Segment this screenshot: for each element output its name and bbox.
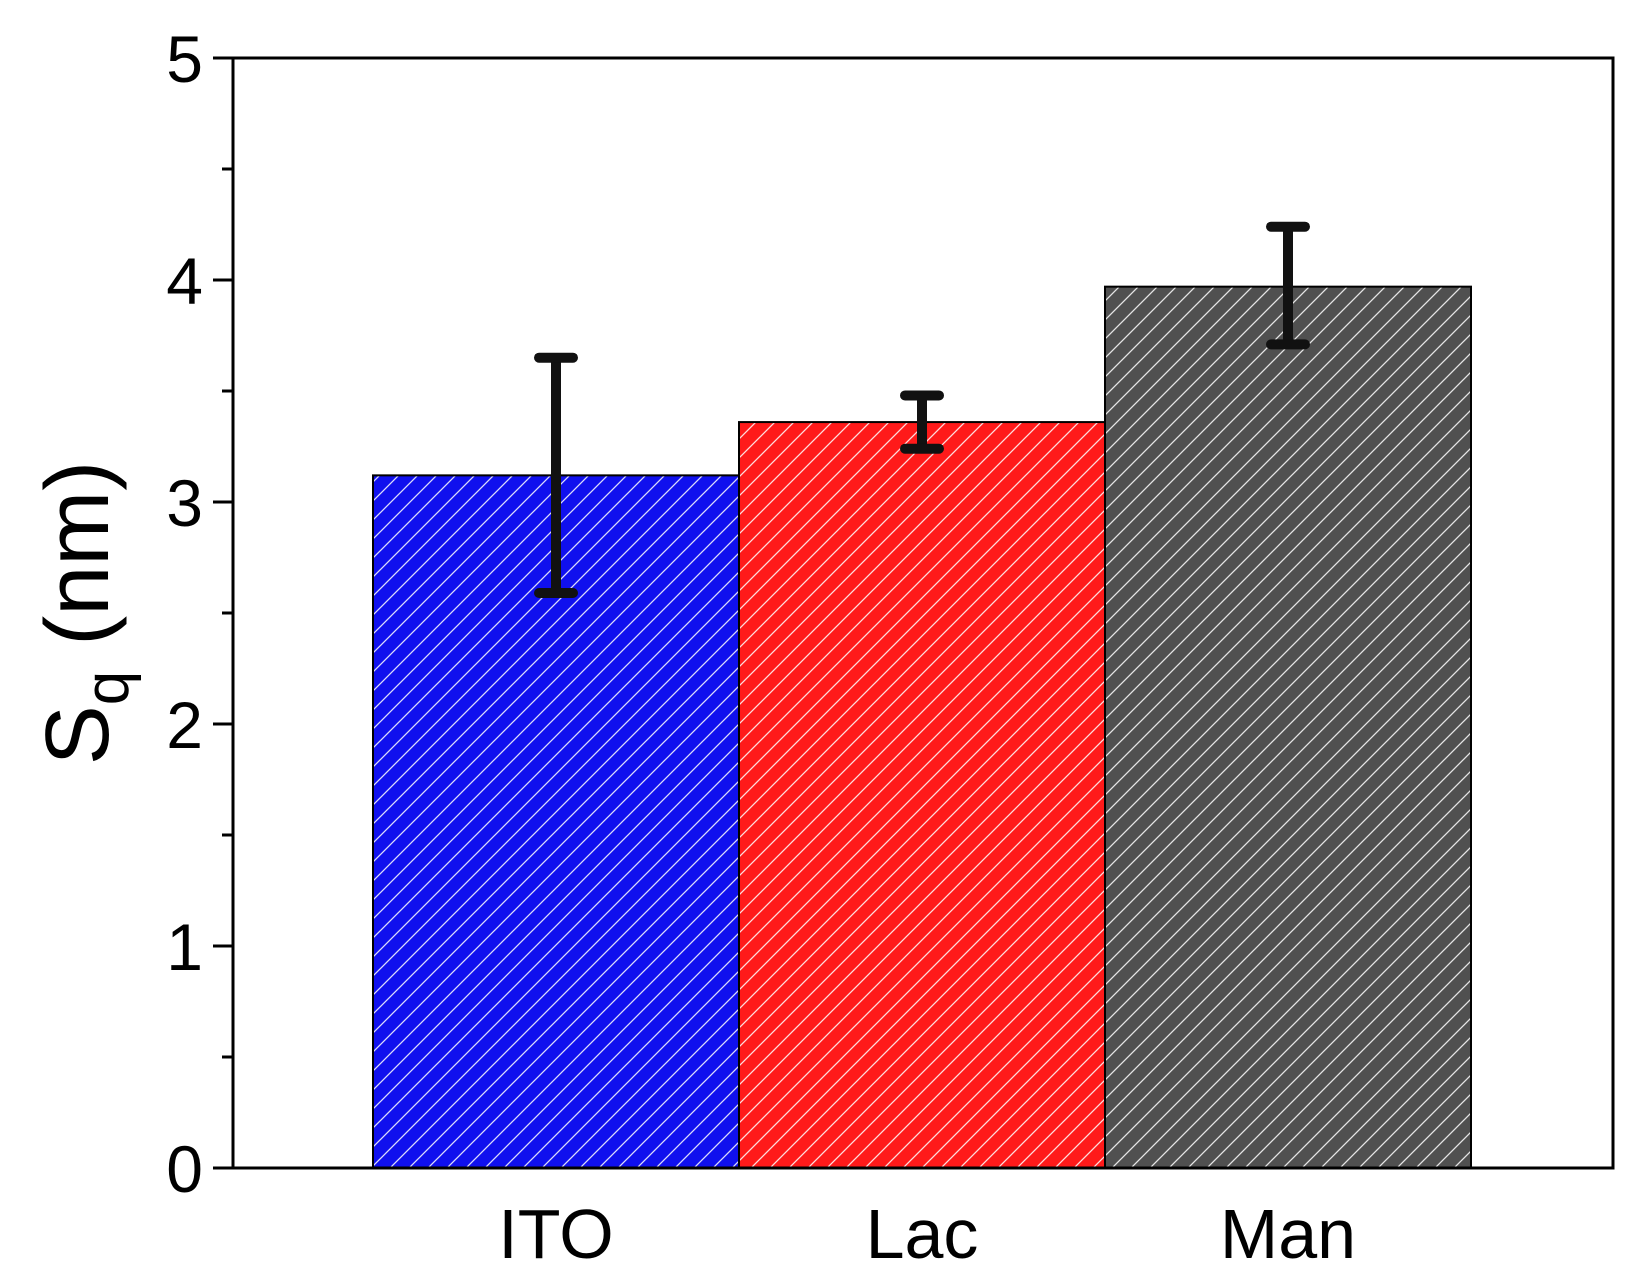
bar-man <box>1104 285 1472 1170</box>
y-tick-label: 5 <box>166 22 203 96</box>
error-bar-man <box>1266 221 1310 350</box>
y-tick-label: 0 <box>166 1132 203 1206</box>
x-tick-label-lac: Lac <box>866 1195 979 1273</box>
y-tick-label: 2 <box>166 688 203 762</box>
bar-lac <box>738 421 1106 1169</box>
y-axis-label-subscript: q <box>73 671 142 705</box>
y-axis-label-unit: (nm) <box>28 461 128 671</box>
y-axis-label-main: S <box>28 705 128 765</box>
x-tick-label-ito: ITO <box>498 1195 613 1273</box>
error-bar-lac <box>900 390 944 454</box>
error-bar-ito <box>534 352 578 599</box>
x-tick-label-man: Man <box>1220 1195 1356 1273</box>
y-axis-label: Sq (nm) <box>28 461 142 766</box>
y-tick-label: 1 <box>166 910 203 984</box>
y-tick-label: 4 <box>166 244 203 318</box>
y-tick-label: 3 <box>166 466 203 540</box>
